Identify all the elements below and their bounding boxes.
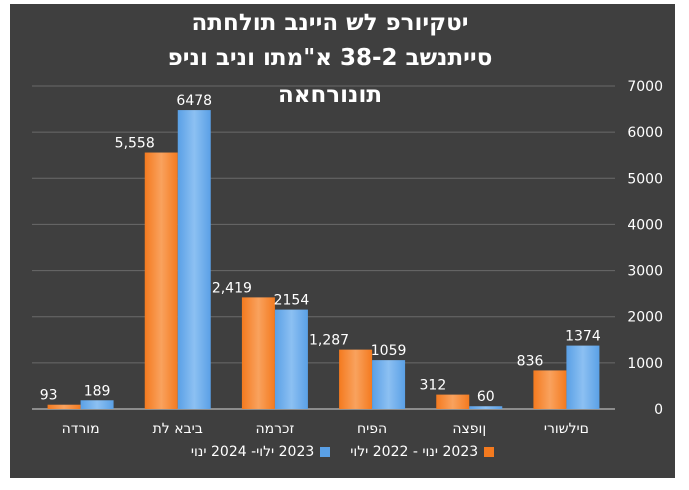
bar-series-2-3 bbox=[372, 360, 406, 409]
chart-title-line-2: סייתנשב 38-2 א"מתו וניב וניפ bbox=[167, 45, 493, 71]
bar-series-2-0 bbox=[80, 400, 114, 409]
y-tick-label-2000: 2000 bbox=[627, 310, 663, 326]
bar-series-1-1 bbox=[144, 152, 178, 409]
y-tick-label-3000: 3000 bbox=[627, 264, 663, 280]
legend-entry-series-1: 2023 ינוי - 2022 ילוי bbox=[350, 444, 495, 460]
chart-legend: 2023 ינוי - 2022 ילוי 2023 ילוי- 2024 ינ… bbox=[10, 444, 675, 460]
data-label-series-1-0: 93 bbox=[40, 388, 58, 404]
y-tick-label-0: 0 bbox=[654, 402, 663, 418]
y-tick-label-7000: 7000 bbox=[627, 79, 663, 95]
x-category-label-1: ביבא לת bbox=[153, 421, 203, 437]
data-label-series-1-3: 1,287 bbox=[309, 333, 349, 349]
legend-swatch-series-1 bbox=[484, 447, 495, 457]
legend-entry-series-2: 2023 ילוי- 2024 ינוי bbox=[190, 444, 331, 460]
legend-swatch-series-2 bbox=[320, 447, 331, 457]
data-label-series-2-4: 60 bbox=[477, 389, 495, 405]
y-tick-label-1000: 1000 bbox=[627, 356, 663, 372]
x-category-label-3: הפיח bbox=[357, 421, 387, 437]
chart-title-line-3: תונורחאה bbox=[277, 82, 383, 108]
bar-series-1-2 bbox=[241, 297, 275, 409]
y-tick-label-4000: 4000 bbox=[627, 217, 663, 233]
x-category-label-5: םילשורי bbox=[544, 421, 589, 437]
data-label-series-2-0: 189 bbox=[84, 383, 111, 399]
x-category-label-4: ןופצה bbox=[452, 421, 486, 437]
chart-title-line-1: יטקיורפ לש היינב תולחתה bbox=[191, 10, 469, 36]
data-label-series-2-5: 1374 bbox=[565, 329, 601, 345]
bar-series-2-1 bbox=[177, 110, 211, 409]
y-tick-label-6000: 6000 bbox=[627, 125, 663, 141]
bar-series-2-5 bbox=[566, 345, 600, 409]
legend-label-series-2: 2023 ילוי- 2024 ינוי bbox=[190, 444, 315, 460]
data-label-series-1-1: 5,558 bbox=[115, 136, 155, 152]
bar-series-2-2 bbox=[274, 309, 308, 409]
data-label-series-2-1: 6478 bbox=[176, 93, 212, 109]
bar-series-1-5 bbox=[533, 370, 567, 409]
bar-series-1-3 bbox=[339, 349, 373, 409]
bar-chart: 0 1000 2000 3000 4000 5000 6000 7000 מורדה 93 189 ב… bbox=[32, 79, 663, 437]
data-label-series-1-4: 312 bbox=[420, 378, 447, 394]
x-category-label-0: מורדה bbox=[62, 421, 100, 437]
chart-area: 0 1000 2000 3000 4000 5000 6000 7000 מורדה 93 189 ב… bbox=[10, 4, 675, 478]
bar-series-2-4 bbox=[469, 406, 503, 409]
data-label-series-2-2: 2154 bbox=[274, 293, 310, 309]
data-label-series-1-2: 2,419 bbox=[212, 280, 252, 296]
x-category-label-2: זכרמה bbox=[256, 421, 295, 437]
y-tick-label-5000: 5000 bbox=[627, 171, 663, 187]
legend-label-series-1: 2023 ינוי - 2022 ילוי bbox=[350, 444, 479, 460]
bar-series-1-0 bbox=[47, 404, 81, 409]
bar-series-1-4 bbox=[436, 394, 470, 409]
data-label-series-2-3: 1059 bbox=[371, 343, 407, 359]
data-label-series-1-5: 836 bbox=[517, 353, 544, 369]
